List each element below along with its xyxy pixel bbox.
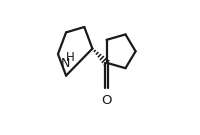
- Text: H: H: [66, 51, 75, 64]
- Text: O: O: [101, 94, 111, 107]
- Text: N: N: [60, 57, 70, 70]
